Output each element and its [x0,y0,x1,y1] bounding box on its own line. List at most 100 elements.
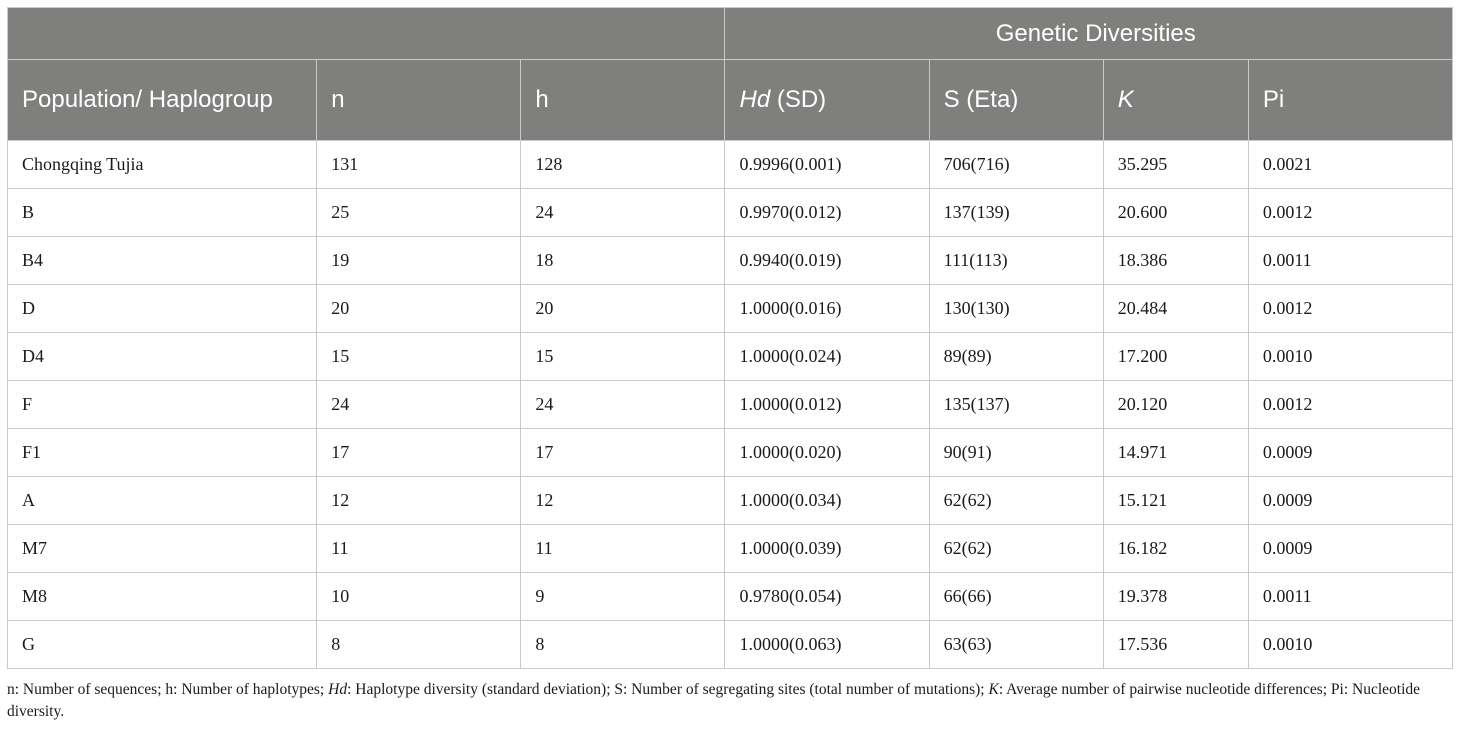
cell-population: D [6,284,318,333]
cell-s: 89(89) [928,332,1104,381]
cell-population: A [6,476,318,525]
cell-n: 11 [316,524,522,573]
cell-hd: 1.0000(0.063) [724,620,930,669]
cell-pi: 0.0010 [1247,620,1454,669]
cell-pi: 0.0009 [1247,428,1454,477]
cell-n: 19 [316,236,522,285]
cell-k: 20.120 [1102,380,1249,429]
cell-n: 8 [316,620,522,669]
cell-h: 8 [520,620,726,669]
cell-s: 137(139) [928,188,1104,237]
cell-h: 12 [520,476,726,525]
cell-n: 131 [316,140,522,189]
cell-s: 130(130) [928,284,1104,333]
cell-n: 24 [316,380,522,429]
table-header: Genetic Diversities Population/ Haplogro… [6,7,1454,141]
column-header-row: Population/ Haplogroup n h Hd (SD) S (Et… [6,59,1454,141]
cell-s: 62(62) [928,524,1104,573]
table-row: A 12 12 1.0000(0.034) 62(62) 15.121 0.00… [6,476,1454,525]
cell-k: 14.971 [1102,428,1249,477]
cell-k: 35.295 [1102,140,1249,189]
cell-hd: 1.0000(0.039) [724,524,930,573]
column-header-k: K [1102,59,1249,141]
footnote-hd-italic: Hd [328,681,348,698]
cell-n: 25 [316,188,522,237]
cell-h: 17 [520,428,726,477]
cell-pi: 0.0012 [1247,380,1454,429]
cell-s: 62(62) [928,476,1104,525]
table-row: Chongqing Tujia 131 128 0.9996(0.001) 70… [6,140,1454,189]
cell-pi: 0.0011 [1247,236,1454,285]
cell-hd: 1.0000(0.024) [724,332,930,381]
cell-s: 66(66) [928,572,1104,621]
cell-n: 20 [316,284,522,333]
group-header-genetic-diversities: Genetic Diversities [724,7,1453,60]
table-row: D 20 20 1.0000(0.016) 130(130) 20.484 0.… [6,284,1454,333]
cell-pi: 0.0012 [1247,188,1454,237]
cell-hd: 0.9780(0.054) [724,572,930,621]
cell-hd: 0.9996(0.001) [724,140,930,189]
cell-n: 10 [316,572,522,621]
column-header-n: n [316,59,522,141]
cell-h: 15 [520,332,726,381]
cell-hd: 1.0000(0.020) [724,428,930,477]
cell-population: G [6,620,318,669]
column-header-pi: Pi [1247,59,1454,141]
cell-hd: 0.9970(0.012) [724,188,930,237]
cell-k: 16.182 [1102,524,1249,573]
cell-pi: 0.0009 [1247,524,1454,573]
genetic-diversity-table: Genetic Diversities Population/ Haplogro… [6,7,1454,669]
cell-population: D4 [6,332,318,381]
table-row: M8 10 9 0.9780(0.054) 66(66) 19.378 0.00… [6,572,1454,621]
cell-pi: 0.0009 [1247,476,1454,525]
table-row: G 8 8 1.0000(0.063) 63(63) 17.536 0.0010 [6,620,1454,669]
cell-n: 17 [316,428,522,477]
cell-k: 20.484 [1102,284,1249,333]
cell-n: 12 [316,476,522,525]
column-header-population: Population/ Haplogroup [6,59,318,141]
table-row: B4 19 18 0.9940(0.019) 111(113) 18.386 0… [6,236,1454,285]
cell-h: 24 [520,188,726,237]
cell-pi: 0.0012 [1247,284,1454,333]
cell-s: 135(137) [928,380,1104,429]
cell-population: Chongqing Tujia [6,140,318,189]
cell-s: 90(91) [928,428,1104,477]
cell-population: F1 [6,428,318,477]
cell-hd: 1.0000(0.016) [724,284,930,333]
group-header-blank [6,7,726,60]
cell-h: 9 [520,572,726,621]
cell-population: B4 [6,236,318,285]
column-header-h: h [520,59,726,141]
cell-population: B [6,188,318,237]
cell-k: 20.600 [1102,188,1249,237]
cell-h: 11 [520,524,726,573]
cell-population: F [6,380,318,429]
column-header-hd-italic: Hd [739,86,771,113]
cell-k: 17.536 [1102,620,1249,669]
column-header-s: S (Eta) [928,59,1104,141]
cell-h: 18 [520,236,726,285]
cell-pi: 0.0021 [1247,140,1454,189]
cell-s: 111(113) [928,236,1104,285]
cell-population: M7 [6,524,318,573]
cell-k: 19.378 [1102,572,1249,621]
table-footnote: n: Number of sequences; h: Number of hap… [7,679,1453,723]
cell-hd: 0.9940(0.019) [724,236,930,285]
cell-s: 63(63) [928,620,1104,669]
group-header-row: Genetic Diversities [6,7,1453,60]
cell-pi: 0.0011 [1247,572,1454,621]
footnote-k-italic: K [988,681,999,698]
cell-h: 20 [520,284,726,333]
footnote-part-3: : Average number of pairwise nucleotide … [7,681,1421,720]
cell-pi: 0.0010 [1247,332,1454,381]
footnote-part-1: n: Number of sequences; h: Number of hap… [7,681,329,698]
table-row: M7 11 11 1.0000(0.039) 62(62) 16.182 0.0… [6,524,1454,573]
cell-population: M8 [6,572,318,621]
cell-s: 706(716) [928,140,1104,189]
table-row: D4 15 15 1.0000(0.024) 89(89) 17.200 0.0… [6,332,1454,381]
table-body: Chongqing Tujia 131 12 8 0.9996(0.001) 70… [6,140,1454,669]
cell-k: 17.200 [1102,332,1249,381]
table-row: F1 17 17 1.0000(0.020) 90(91) 14.971 0.0… [6,428,1454,477]
column-header-hd-rest: (SD) [770,86,827,113]
cell-n: 15 [316,332,522,381]
